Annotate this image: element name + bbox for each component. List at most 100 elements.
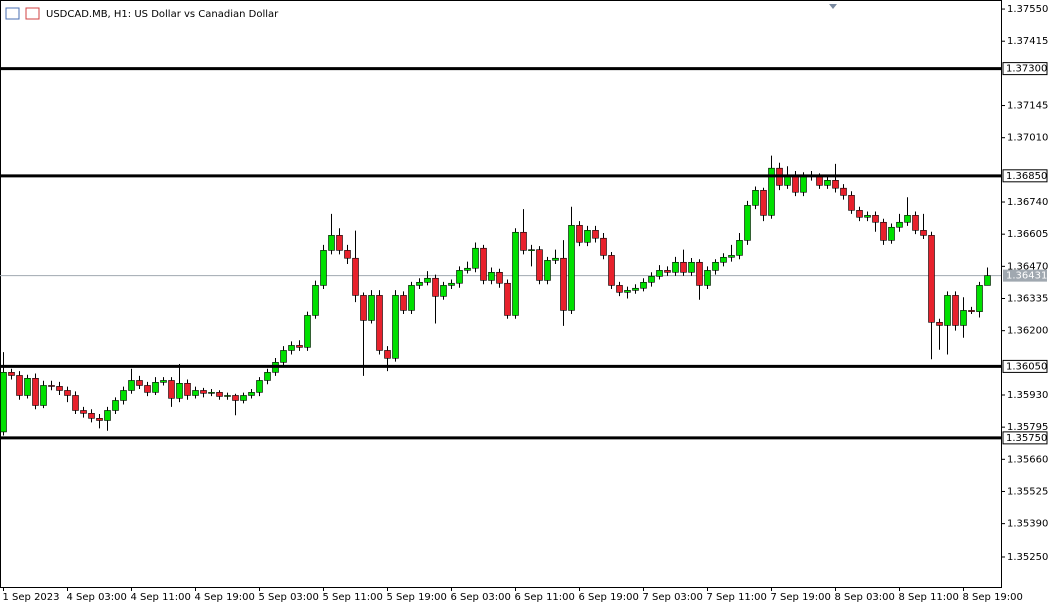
y-tick-label: 1.36740 (1007, 197, 1048, 208)
x-tick-label: 8 Sep 03:00 (835, 592, 895, 603)
candle-body (912, 215, 919, 231)
candle-body (312, 285, 319, 316)
candle-body (696, 261, 703, 286)
candle-body (296, 345, 303, 348)
candle-body (984, 275, 991, 286)
candle-body (480, 247, 487, 281)
candle-body (712, 261, 719, 271)
x-tick-label: 5 Sep 19:00 (387, 592, 447, 603)
candle-body (64, 390, 71, 396)
candle-body (0, 372, 7, 433)
y-tick-label: 1.37010 (1007, 133, 1048, 144)
x-tick-label: 4 Sep 03:00 (67, 592, 127, 603)
candle-body (944, 295, 951, 326)
current-price-label: 1.36431 (1006, 271, 1047, 282)
candle-body (208, 392, 215, 394)
candle-body (704, 270, 711, 286)
level-box (1002, 359, 1048, 373)
candle-body (504, 282, 511, 316)
level-box (1002, 169, 1048, 183)
chart-title: USDCAD.MB, H1: US Dollar vs Canadian Dol… (46, 9, 279, 20)
level-label: 1.35750 (1006, 433, 1047, 444)
candle-body (512, 231, 519, 316)
candle-body (656, 270, 663, 277)
candle-body (680, 261, 687, 273)
candle-body (376, 295, 383, 351)
candle-body (608, 255, 615, 286)
candle-body (496, 271, 503, 284)
candle-body (448, 282, 455, 286)
candle-body (144, 385, 151, 393)
candle-body (136, 380, 143, 386)
candle-body (864, 215, 871, 218)
candle-body (160, 380, 167, 383)
candle-body (168, 380, 175, 399)
level-box (1002, 431, 1048, 445)
y-tick-label: 1.35795 (1007, 422, 1048, 433)
candle-body (600, 237, 607, 256)
candle-body (880, 221, 887, 241)
candle-body (40, 385, 47, 406)
candle-body (240, 395, 247, 401)
candle-body (112, 400, 119, 411)
candle-body (256, 380, 263, 393)
x-tick-label: 6 Sep 11:00 (515, 592, 575, 603)
candle-body (672, 261, 679, 273)
candle-body (528, 249, 535, 251)
candle-body (368, 295, 375, 321)
candle-body (520, 231, 527, 251)
candle-body (584, 230, 591, 243)
level-label: 1.36050 (1006, 361, 1047, 372)
candle-body (544, 260, 551, 281)
x-tick-label: 8 Sep 11:00 (899, 592, 959, 603)
candle-body (264, 372, 271, 381)
icon (5, 7, 20, 20)
candle-body (408, 285, 415, 311)
icon (25, 7, 40, 20)
candle-body (896, 221, 903, 228)
candle-body (152, 382, 159, 393)
candle-body (400, 295, 407, 311)
candle-body (192, 390, 199, 396)
candle-body (232, 395, 239, 401)
candle-body (736, 240, 743, 256)
y-tick-label: 1.37550 (1007, 4, 1048, 15)
candle-body (824, 180, 831, 186)
candle-body (288, 345, 295, 351)
candle-body (976, 285, 983, 312)
candle-body (840, 187, 847, 196)
y-tick-label: 1.36470 (1007, 261, 1048, 272)
candle-body (32, 378, 39, 406)
candle-body (752, 190, 759, 206)
candle-body (416, 282, 423, 286)
candle-body (384, 350, 391, 359)
candle-body (888, 226, 895, 241)
candle-body (928, 235, 935, 323)
candle-body (456, 270, 463, 284)
candle-body (952, 295, 959, 326)
candle-body (104, 410, 111, 421)
candle-body (432, 277, 439, 297)
candle-body (960, 310, 967, 326)
candle-body (632, 287, 639, 291)
candle-body (200, 390, 207, 394)
candle-body (856, 210, 863, 218)
candle-body (968, 310, 975, 312)
candle-body (16, 375, 23, 396)
candle-body (744, 205, 751, 241)
y-tick-label: 1.36335 (1007, 294, 1048, 305)
candle-body (96, 418, 103, 421)
x-tick-label: 8 Sep 19:00 (963, 592, 1023, 603)
x-tick-label: 5 Sep 03:00 (259, 592, 319, 603)
candle-body (8, 372, 15, 376)
candle-body (72, 395, 79, 411)
candle-body (336, 235, 343, 251)
candle-body (792, 175, 799, 193)
candle-body (592, 230, 599, 239)
candle-body (728, 255, 735, 258)
candle-body (224, 395, 231, 397)
candle-body (832, 180, 839, 189)
current-price-box (1003, 269, 1047, 282)
